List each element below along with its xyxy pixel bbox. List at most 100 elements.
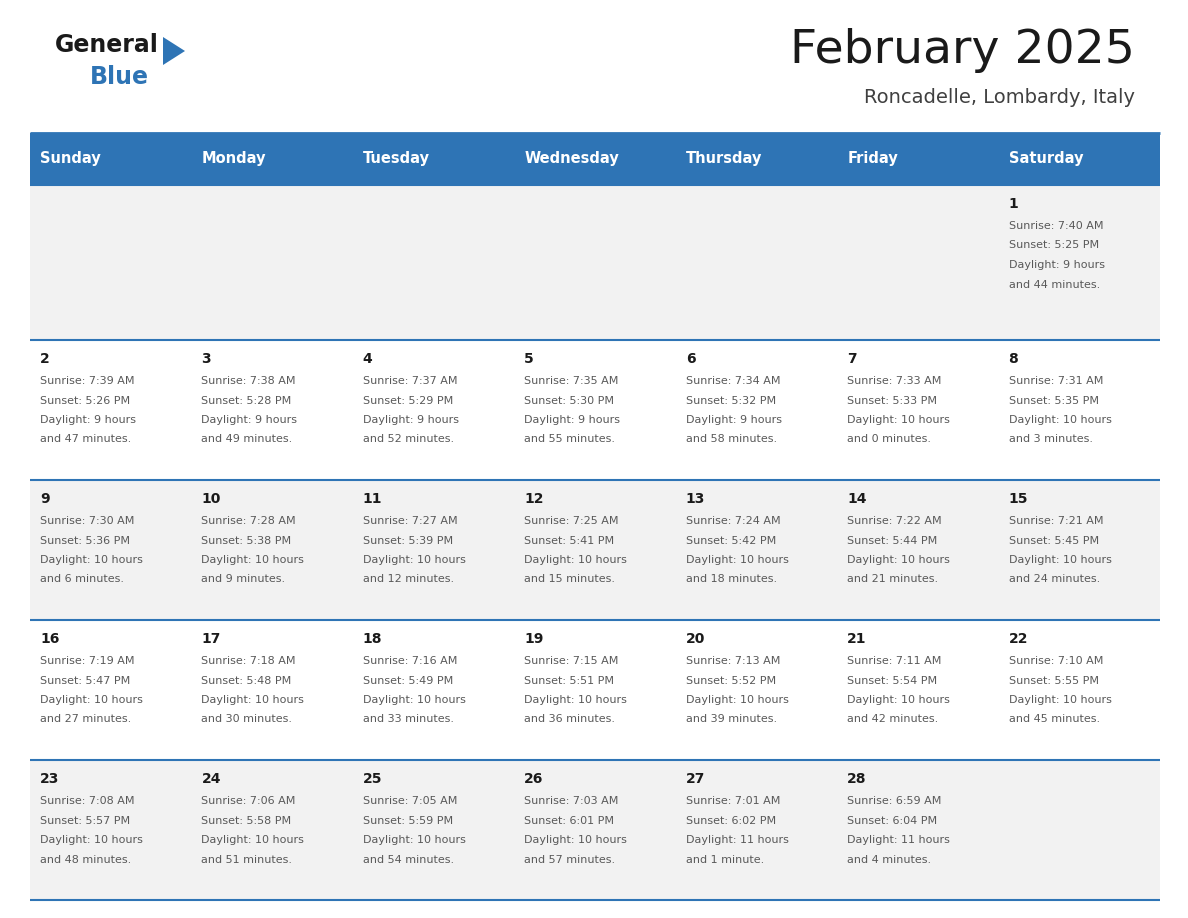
Text: 3: 3 — [202, 352, 211, 366]
Text: Sunset: 5:55 PM: Sunset: 5:55 PM — [1009, 676, 1099, 686]
Text: Daylight: 10 hours: Daylight: 10 hours — [40, 555, 143, 565]
Bar — [191, 340, 353, 480]
Text: 19: 19 — [524, 632, 544, 646]
Text: Daylight: 10 hours: Daylight: 10 hours — [362, 555, 466, 565]
Bar — [30, 620, 191, 760]
Text: 21: 21 — [847, 632, 866, 646]
Text: and 36 minutes.: and 36 minutes. — [524, 714, 615, 724]
Text: Daylight: 9 hours: Daylight: 9 hours — [685, 415, 782, 425]
Text: Sunset: 5:36 PM: Sunset: 5:36 PM — [40, 535, 129, 545]
Text: Sunset: 5:33 PM: Sunset: 5:33 PM — [847, 396, 937, 406]
Text: Blue: Blue — [90, 65, 148, 89]
Bar — [514, 760, 676, 900]
Text: Daylight: 10 hours: Daylight: 10 hours — [202, 695, 304, 705]
Text: and 30 minutes.: and 30 minutes. — [202, 714, 292, 724]
Text: Sunrise: 7:13 AM: Sunrise: 7:13 AM — [685, 656, 781, 666]
Text: Sunset: 5:58 PM: Sunset: 5:58 PM — [202, 815, 291, 825]
Text: Daylight: 10 hours: Daylight: 10 hours — [847, 555, 950, 565]
Text: Sunset: 5:39 PM: Sunset: 5:39 PM — [362, 535, 453, 545]
Text: Sunset: 5:29 PM: Sunset: 5:29 PM — [362, 396, 453, 406]
Text: Daylight: 9 hours: Daylight: 9 hours — [1009, 260, 1105, 270]
Text: Sunrise: 7:21 AM: Sunrise: 7:21 AM — [1009, 516, 1104, 526]
Text: Daylight: 10 hours: Daylight: 10 hours — [362, 695, 466, 705]
Text: Daylight: 10 hours: Daylight: 10 hours — [40, 835, 143, 845]
Text: Daylight: 10 hours: Daylight: 10 hours — [202, 835, 304, 845]
Text: and 55 minutes.: and 55 minutes. — [524, 434, 615, 444]
Text: Daylight: 10 hours: Daylight: 10 hours — [685, 555, 789, 565]
Text: 17: 17 — [202, 632, 221, 646]
Text: Sunset: 5:41 PM: Sunset: 5:41 PM — [524, 535, 614, 545]
Text: Daylight: 10 hours: Daylight: 10 hours — [40, 695, 143, 705]
Text: General: General — [55, 33, 159, 57]
Text: 13: 13 — [685, 492, 706, 506]
Bar — [514, 133, 676, 185]
Text: 27: 27 — [685, 772, 706, 786]
Text: Sunrise: 7:31 AM: Sunrise: 7:31 AM — [1009, 376, 1102, 386]
Text: Daylight: 10 hours: Daylight: 10 hours — [1009, 415, 1112, 425]
Bar — [353, 480, 514, 620]
Text: and 51 minutes.: and 51 minutes. — [202, 855, 292, 865]
Text: Tuesday: Tuesday — [362, 151, 430, 166]
Text: Sunrise: 7:08 AM: Sunrise: 7:08 AM — [40, 796, 134, 806]
Text: and 0 minutes.: and 0 minutes. — [847, 434, 931, 444]
Bar — [30, 133, 191, 185]
Text: Sunset: 5:35 PM: Sunset: 5:35 PM — [1009, 396, 1099, 406]
Bar — [353, 185, 514, 340]
Text: Sunset: 5:49 PM: Sunset: 5:49 PM — [362, 676, 453, 686]
Bar — [999, 185, 1159, 340]
Bar — [30, 760, 191, 900]
Text: Sunset: 5:25 PM: Sunset: 5:25 PM — [1009, 241, 1099, 251]
Text: Daylight: 10 hours: Daylight: 10 hours — [362, 835, 466, 845]
Text: Sunrise: 7:19 AM: Sunrise: 7:19 AM — [40, 656, 134, 666]
Text: and 52 minutes.: and 52 minutes. — [362, 434, 454, 444]
Bar — [514, 340, 676, 480]
Text: and 44 minutes.: and 44 minutes. — [1009, 279, 1100, 289]
Text: Roncadelle, Lombardy, Italy: Roncadelle, Lombardy, Italy — [864, 88, 1135, 107]
Bar — [676, 185, 838, 340]
Text: Daylight: 10 hours: Daylight: 10 hours — [202, 555, 304, 565]
Text: 18: 18 — [362, 632, 383, 646]
Text: 5: 5 — [524, 352, 535, 366]
Bar — [999, 480, 1159, 620]
Bar — [30, 340, 191, 480]
Text: Sunrise: 6:59 AM: Sunrise: 6:59 AM — [847, 796, 942, 806]
Text: Sunday: Sunday — [40, 151, 101, 166]
Text: Sunset: 5:51 PM: Sunset: 5:51 PM — [524, 676, 614, 686]
Bar — [191, 480, 353, 620]
Text: Sunset: 5:59 PM: Sunset: 5:59 PM — [362, 815, 453, 825]
Text: Friday: Friday — [847, 151, 898, 166]
Text: Saturday: Saturday — [1009, 151, 1083, 166]
Text: 11: 11 — [362, 492, 383, 506]
Text: Daylight: 11 hours: Daylight: 11 hours — [685, 835, 789, 845]
Text: Sunset: 5:45 PM: Sunset: 5:45 PM — [1009, 535, 1099, 545]
Text: Daylight: 9 hours: Daylight: 9 hours — [524, 415, 620, 425]
Bar — [353, 620, 514, 760]
Text: Daylight: 10 hours: Daylight: 10 hours — [685, 695, 789, 705]
Text: and 18 minutes.: and 18 minutes. — [685, 575, 777, 585]
Text: Sunset: 5:54 PM: Sunset: 5:54 PM — [847, 676, 937, 686]
Bar — [191, 760, 353, 900]
Bar — [676, 480, 838, 620]
Text: 20: 20 — [685, 632, 706, 646]
Text: Daylight: 9 hours: Daylight: 9 hours — [40, 415, 135, 425]
Text: and 27 minutes.: and 27 minutes. — [40, 714, 131, 724]
Text: Daylight: 10 hours: Daylight: 10 hours — [524, 555, 627, 565]
Text: 6: 6 — [685, 352, 695, 366]
Text: 22: 22 — [1009, 632, 1028, 646]
Text: Sunrise: 7:16 AM: Sunrise: 7:16 AM — [362, 656, 457, 666]
Text: Sunrise: 7:06 AM: Sunrise: 7:06 AM — [202, 796, 296, 806]
Bar — [838, 760, 999, 900]
Text: Sunset: 5:28 PM: Sunset: 5:28 PM — [202, 396, 292, 406]
Text: Sunset: 5:26 PM: Sunset: 5:26 PM — [40, 396, 131, 406]
Text: Sunrise: 7:24 AM: Sunrise: 7:24 AM — [685, 516, 781, 526]
Bar — [676, 620, 838, 760]
Text: February 2025: February 2025 — [790, 28, 1135, 73]
Text: and 39 minutes.: and 39 minutes. — [685, 714, 777, 724]
Bar — [191, 133, 353, 185]
Text: Sunrise: 7:37 AM: Sunrise: 7:37 AM — [362, 376, 457, 386]
Bar — [353, 133, 514, 185]
Bar — [999, 133, 1159, 185]
Bar — [838, 340, 999, 480]
Text: and 54 minutes.: and 54 minutes. — [362, 855, 454, 865]
Text: Daylight: 9 hours: Daylight: 9 hours — [362, 415, 459, 425]
